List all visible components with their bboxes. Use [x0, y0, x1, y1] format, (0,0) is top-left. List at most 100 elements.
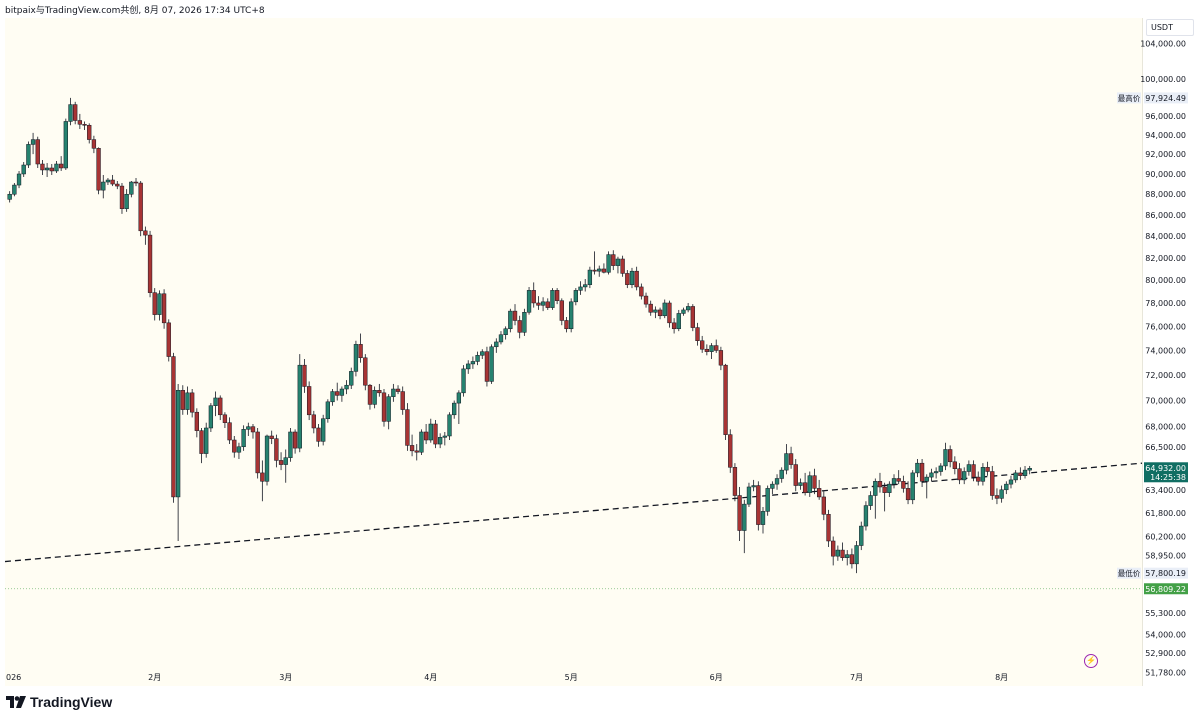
- candle-body: [994, 495, 1000, 499]
- candle-body: [423, 431, 429, 441]
- candle-body: [161, 293, 167, 324]
- candle-body: [236, 446, 242, 453]
- y-tick-label: 66,500.00: [1145, 443, 1186, 452]
- candle-body: [456, 392, 462, 404]
- candle-body: [73, 104, 78, 121]
- tradingview-logo-icon: [6, 696, 26, 708]
- candle-body: [835, 549, 841, 557]
- candle-body: [676, 313, 681, 330]
- candle-body: [845, 554, 850, 558]
- candle-body: [1004, 483, 1009, 491]
- candle-body: [442, 435, 447, 438]
- chart-source-text: bitpaix与TradingView.com共创, 8月 07, 2026 1…: [5, 6, 265, 16]
- x-tick-label: 8月: [995, 673, 1008, 682]
- candle-body: [180, 390, 185, 410]
- candle-body: [976, 476, 981, 482]
- candle-body: [54, 163, 59, 172]
- candle-body: [30, 139, 36, 145]
- candle-body: [854, 545, 859, 565]
- candle-body: [278, 460, 284, 465]
- candle-body: [484, 351, 490, 382]
- candle-body: [700, 340, 705, 350]
- y-tick-label: 90,000.00: [1145, 170, 1186, 179]
- candle-body: [915, 462, 920, 474]
- candle-body: [105, 179, 111, 183]
- candle-body: [868, 495, 873, 506]
- candle-body: [601, 268, 607, 273]
- y-tick-label: 78,000.00: [1145, 299, 1186, 308]
- candle-body: [339, 388, 345, 396]
- candle-body: [1013, 472, 1018, 481]
- candle-body: [990, 471, 995, 496]
- candle-body: [241, 429, 246, 448]
- candle-body: [634, 270, 639, 288]
- candle-body: [826, 514, 831, 542]
- currency-label[interactable]: USDT: [1146, 19, 1194, 36]
- candle-body: [802, 482, 808, 493]
- candle-body: [948, 449, 953, 463]
- y-tick-label: 104,000.00: [1140, 40, 1186, 49]
- candle-body: [980, 467, 986, 482]
- candle-body: [896, 478, 901, 482]
- candle-body: [35, 139, 40, 165]
- candle-body: [218, 397, 223, 416]
- candle-body: [592, 269, 597, 272]
- candle-body: [840, 549, 845, 558]
- candle-body: [517, 320, 522, 333]
- tradingview-logo[interactable]: TradingView: [6, 694, 112, 710]
- candle-body: [784, 453, 789, 471]
- candle-body: [671, 322, 677, 330]
- candle-body: [115, 183, 120, 187]
- y-tick-label: 88,000.00: [1145, 190, 1186, 199]
- y-tick-label: 55,300.00: [1145, 609, 1186, 618]
- candle-body: [82, 124, 87, 126]
- candle-body: [391, 388, 396, 397]
- candle-body: [190, 392, 195, 413]
- candle-body: [274, 438, 279, 461]
- candle-body: [550, 290, 555, 308]
- candle-body: [330, 391, 335, 403]
- candle-body: [129, 181, 134, 195]
- candle-body: [573, 290, 578, 303]
- candle-body: [962, 471, 967, 481]
- candle-body: [171, 356, 176, 498]
- candle-body: [185, 392, 190, 410]
- candle-body: [96, 148, 101, 191]
- candle-body: [316, 427, 321, 442]
- candle-countdown: 14:25:38: [1150, 473, 1186, 482]
- candle-body: [447, 414, 452, 437]
- candle-body: [101, 181, 106, 191]
- candle-body: [648, 303, 653, 313]
- candle-body: [503, 328, 508, 335]
- candle-body: [433, 423, 438, 445]
- candle-body: [194, 411, 199, 431]
- candle-body: [246, 426, 251, 430]
- candle-body: [569, 301, 574, 330]
- candle-body: [536, 302, 541, 306]
- candle-body: [400, 391, 405, 410]
- candle-body: [508, 310, 513, 330]
- candle-body: [966, 464, 972, 472]
- y-tick-label: 60,200.00: [1145, 532, 1186, 541]
- candle-body: [428, 423, 433, 441]
- plot-area[interactable]: [5, 18, 1142, 686]
- candle-body: [480, 351, 485, 356]
- candle-body: [119, 185, 125, 209]
- candle-body: [452, 402, 457, 416]
- candle-body: [26, 144, 31, 166]
- candle-body: [554, 290, 560, 301]
- candle-body: [653, 309, 658, 313]
- candle-body: [152, 292, 157, 315]
- candle-body: [7, 193, 12, 200]
- candle-body: [349, 371, 354, 386]
- y-tick-label: 94,000.00: [1145, 131, 1186, 140]
- candle-body: [873, 481, 878, 496]
- candle-body: [611, 254, 616, 266]
- candle-body: [419, 431, 424, 453]
- candle-body: [133, 181, 139, 184]
- lightning-bolt-icon[interactable]: ⚡: [1084, 654, 1098, 668]
- y-tick-label: 58,950.00: [1145, 551, 1186, 560]
- candle-body: [540, 301, 546, 306]
- candle-body: [821, 496, 826, 515]
